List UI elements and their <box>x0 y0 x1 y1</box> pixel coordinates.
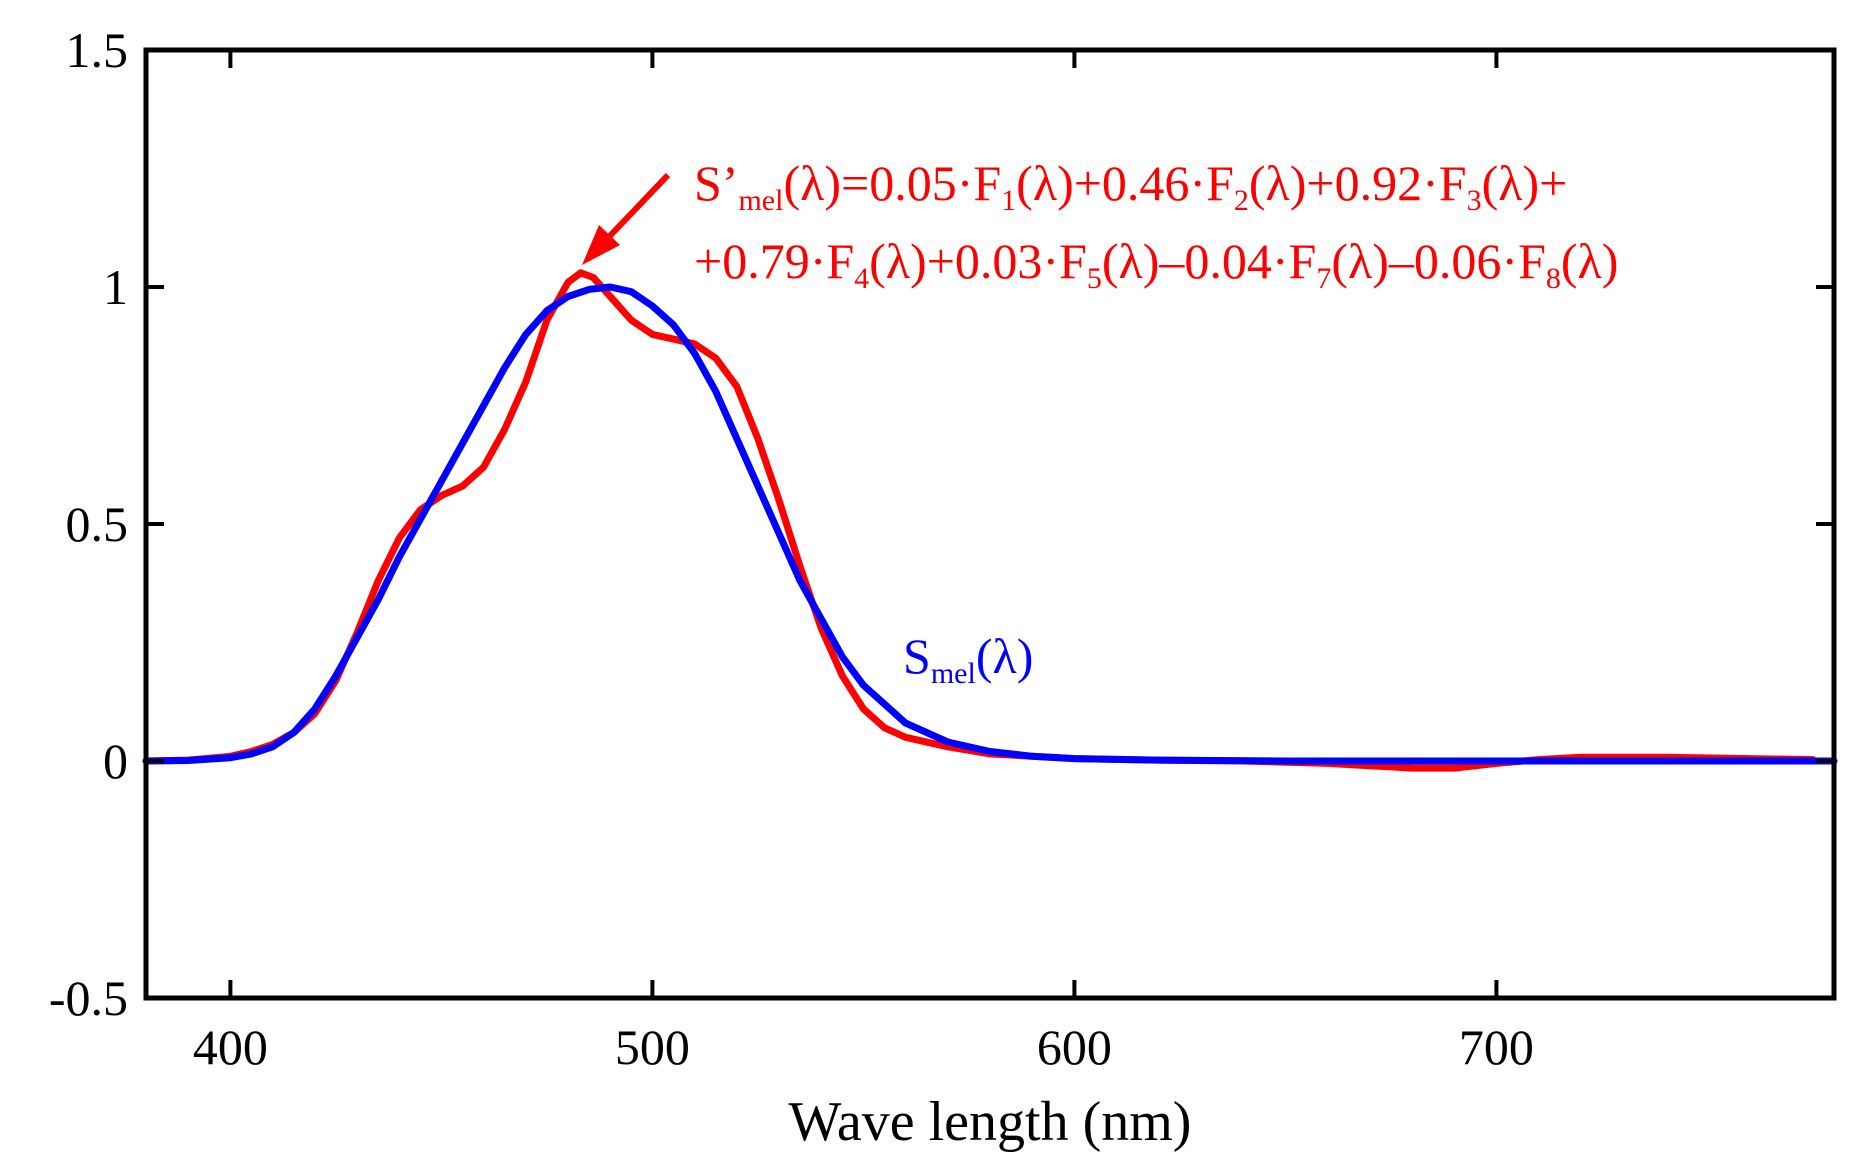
series-line-blue <box>142 283 1838 765</box>
tick-labels: 400 500 600 700 -0.5 0 0.5 1 1.5 <box>49 22 1534 1075</box>
y-tick-label: 1.5 <box>66 22 129 78</box>
annotation-arrow-head <box>582 225 620 265</box>
annotations: S’mel(λ)=0.05·F1(λ)+0.46·F2(λ)+0.92·F3(λ… <box>582 155 1618 690</box>
x-tick-label: 600 <box>1037 1019 1112 1075</box>
red-formula-line-1: S’mel(λ)=0.05·F1(λ)+0.46·F2(λ)+0.92·F3(λ… <box>694 155 1567 217</box>
series-line-red <box>142 269 1817 772</box>
y-tick-label: 0 <box>103 733 128 789</box>
x-tick-label: 500 <box>615 1019 690 1075</box>
axis-ticks <box>146 48 1834 1000</box>
red-formula-line-2: +0.79·F4(λ)+0.03·F5(λ)–0.04·F7(λ)–0.06·F… <box>694 233 1618 295</box>
annotation-arrow-shaft <box>603 172 671 243</box>
x-tick-label: 700 <box>1459 1019 1534 1075</box>
y-tick-label: 1 <box>103 259 128 315</box>
blue-series-label: Smel(λ) <box>903 628 1033 690</box>
plot-lines <box>142 269 1838 772</box>
x-tick-label: 400 <box>193 1019 268 1075</box>
y-tick-label: 0.5 <box>66 496 129 552</box>
x-axis-label: Wave length (nm) <box>789 1091 1192 1153</box>
y-tick-label: -0.5 <box>49 970 128 1026</box>
